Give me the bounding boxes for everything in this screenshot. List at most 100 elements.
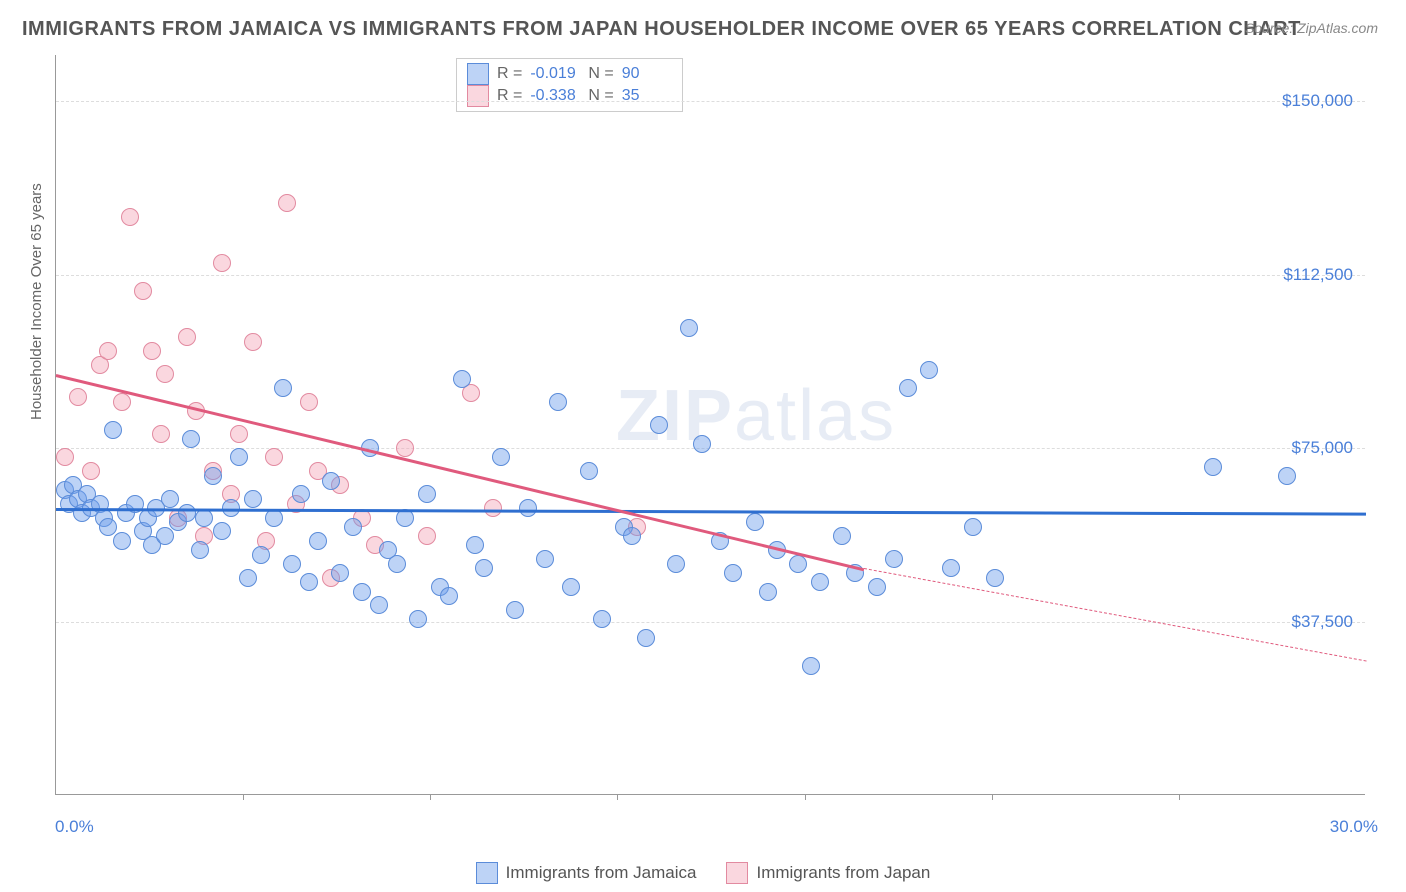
point-jamaica (191, 541, 209, 559)
gridline (56, 275, 1365, 276)
point-jamaica (746, 513, 764, 531)
point-jamaica (230, 448, 248, 466)
point-jamaica (204, 467, 222, 485)
point-japan (278, 194, 296, 212)
point-jamaica (331, 564, 349, 582)
point-jamaica (156, 527, 174, 545)
x-tick (617, 794, 618, 800)
point-jamaica (680, 319, 698, 337)
point-jamaica (920, 361, 938, 379)
point-japan (418, 527, 436, 545)
point-jamaica (475, 559, 493, 577)
point-jamaica (519, 499, 537, 517)
point-jamaica (637, 629, 655, 647)
point-jamaica (409, 610, 427, 628)
legend-swatch (476, 862, 498, 884)
point-jamaica (899, 379, 917, 397)
point-jamaica (1278, 467, 1296, 485)
point-jamaica (667, 555, 685, 573)
point-japan (113, 393, 131, 411)
correlation-legend: R = -0.019N = 90R = -0.338N = 35 (456, 58, 683, 112)
x-tick (805, 794, 806, 800)
point-jamaica (244, 490, 262, 508)
x-tick (430, 794, 431, 800)
y-tick-label: $37,500 (1292, 612, 1353, 632)
point-jamaica (274, 379, 292, 397)
point-japan (213, 254, 231, 272)
point-jamaica (593, 610, 611, 628)
point-jamaica (239, 569, 257, 587)
y-tick-label: $150,000 (1282, 91, 1353, 111)
y-tick-label: $75,000 (1292, 438, 1353, 458)
point-jamaica (370, 596, 388, 614)
point-japan (244, 333, 262, 351)
x-tick (1179, 794, 1180, 800)
point-jamaica (623, 527, 641, 545)
chart-title: IMMIGRANTS FROM JAMAICA VS IMMIGRANTS FR… (22, 18, 1301, 41)
point-jamaica (353, 583, 371, 601)
point-jamaica (693, 435, 711, 453)
point-japan (396, 439, 414, 457)
point-japan (178, 328, 196, 346)
x-tick (243, 794, 244, 800)
point-jamaica (322, 472, 340, 490)
x-axis-min-label: 0.0% (55, 817, 94, 837)
point-jamaica (580, 462, 598, 480)
point-jamaica (453, 370, 471, 388)
legend-label: Immigrants from Jamaica (506, 863, 697, 883)
point-jamaica (492, 448, 510, 466)
legend-swatch (467, 63, 489, 85)
point-japan (134, 282, 152, 300)
gridline (56, 101, 1365, 102)
point-jamaica (113, 532, 131, 550)
legend-label: Immigrants from Japan (756, 863, 930, 883)
point-jamaica (868, 578, 886, 596)
point-japan (152, 425, 170, 443)
point-japan (121, 208, 139, 226)
point-jamaica (182, 430, 200, 448)
point-jamaica (213, 522, 231, 540)
point-jamaica (104, 421, 122, 439)
point-jamaica (292, 485, 310, 503)
legend-swatch (726, 862, 748, 884)
point-jamaica (195, 509, 213, 527)
legend-item: Immigrants from Jamaica (476, 862, 697, 884)
point-japan (265, 448, 283, 466)
point-jamaica (466, 536, 484, 554)
legend-stat-row: R = -0.019N = 90 (467, 63, 672, 85)
source-attribution: Source: ZipAtlas.com (1245, 20, 1378, 36)
y-tick-label: $112,500 (1283, 265, 1353, 285)
point-jamaica (161, 490, 179, 508)
point-jamaica (759, 583, 777, 601)
y-axis-label: Householder Income Over 65 years (28, 183, 45, 420)
point-jamaica (252, 546, 270, 564)
legend-swatch (467, 85, 489, 107)
point-japan (230, 425, 248, 443)
gridline (56, 448, 1365, 449)
point-japan (99, 342, 117, 360)
point-jamaica (811, 573, 829, 591)
point-jamaica (440, 587, 458, 605)
point-jamaica (178, 504, 196, 522)
x-axis-max-label: 30.0% (1330, 817, 1378, 837)
point-jamaica (964, 518, 982, 536)
point-jamaica (789, 555, 807, 573)
point-jamaica (833, 527, 851, 545)
point-jamaica (309, 532, 327, 550)
point-japan (69, 388, 87, 406)
series-legend: Immigrants from Jamaica Immigrants from J… (0, 862, 1406, 884)
point-jamaica (650, 416, 668, 434)
point-japan (484, 499, 502, 517)
point-jamaica (885, 550, 903, 568)
point-jamaica (506, 601, 524, 619)
legend-item: Immigrants from Japan (726, 862, 930, 884)
point-jamaica (418, 485, 436, 503)
point-jamaica (802, 657, 820, 675)
legend-stat-row: R = -0.338N = 35 (467, 85, 672, 107)
point-jamaica (388, 555, 406, 573)
point-jamaica (1204, 458, 1222, 476)
point-jamaica (942, 559, 960, 577)
point-jamaica (283, 555, 301, 573)
point-jamaica (344, 518, 362, 536)
gridline (56, 622, 1365, 623)
